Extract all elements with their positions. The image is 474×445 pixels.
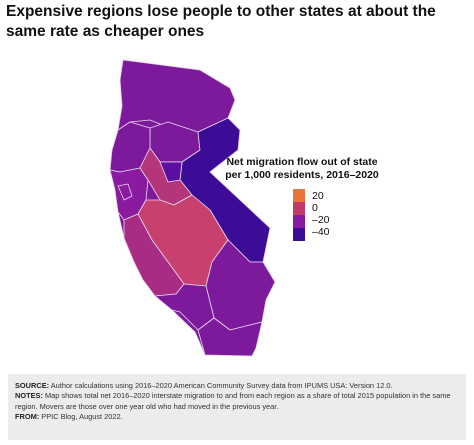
- legend-label-0: 0: [312, 202, 318, 214]
- legend-labels: 20 0 –20 –40: [312, 190, 330, 238]
- notes-box: SOURCE: Author calculations using 2016–2…: [8, 374, 466, 440]
- legend-swatch-minus-40: [293, 228, 305, 241]
- california-map: [109, 59, 276, 357]
- region-san-diego: [197, 317, 263, 357]
- region-sacramento-core: [159, 161, 183, 183]
- from-label: FROM:: [15, 411, 40, 421]
- legend-swatch-minus-20: [293, 215, 305, 228]
- legend-swatch-20: [293, 189, 305, 202]
- notes-text: Map shows total net 2016–2020 interstate…: [15, 391, 451, 411]
- notes-label: NOTES:: [15, 391, 43, 401]
- legend-label-minus-20: –20: [312, 214, 330, 226]
- notes-line: NOTES: Map shows total net 2016–2020 int…: [15, 391, 459, 412]
- legend-title-line-2: per 1,000 residents, 2016–2020: [225, 169, 379, 181]
- legend-label-20: 20: [312, 190, 324, 202]
- legend-title-line-1: Net migration flow out of state: [226, 156, 378, 168]
- region-san-francisco: [117, 183, 133, 201]
- legend-title: Net migration flow out of state per 1,00…: [222, 156, 382, 182]
- legend-swatch-0: [293, 202, 305, 215]
- source-label: SOURCE:: [15, 381, 50, 390]
- source-line: SOURCE: Author calculations using 2016–2…: [15, 381, 459, 391]
- legend-label-minus-40: –40: [312, 226, 330, 238]
- from-line: FROM: PPIC Blog, August 2022.: [15, 412, 459, 422]
- chart-title: Expensive regions lose people to other s…: [6, 3, 436, 40]
- region-north-coast: [117, 59, 236, 133]
- legend-color-scale: [293, 189, 305, 241]
- from-text: PPIC Blog, August 2022.: [41, 411, 123, 421]
- source-text: Author calculations using 2016–2020 Amer…: [50, 381, 393, 390]
